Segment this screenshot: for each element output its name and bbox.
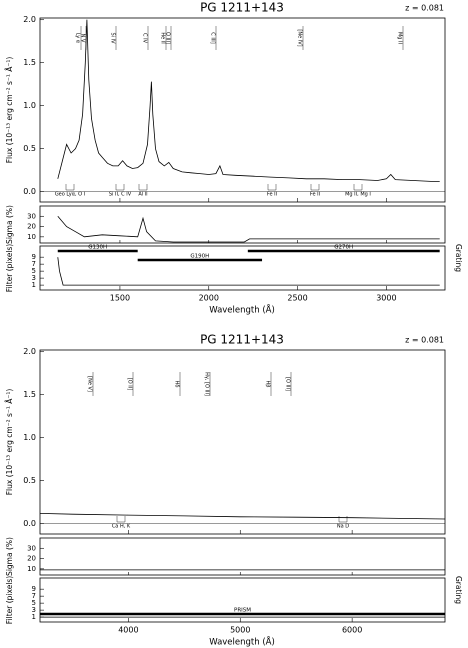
- absorption-line-label: Mg II, Mg I: [345, 192, 371, 198]
- panel-frame: [39, 205, 446, 244]
- absorption-marker: [353, 184, 363, 191]
- filter-tick-label: 5: [32, 267, 36, 275]
- x-tick-label: 1500: [110, 294, 130, 303]
- emission-line-label: [Ne IV]: [297, 29, 303, 46]
- sigma-tick-label: 30: [27, 212, 36, 220]
- sigma-line: [57, 216, 440, 243]
- flux-line: [57, 19, 440, 182]
- absorption-line-label: Na D: [337, 524, 349, 530]
- filter-axis-label: Filter (pixels): [5, 576, 14, 625]
- panel-frame: [39, 577, 446, 623]
- absorption-line-label: Fe II: [267, 192, 277, 198]
- sigma-tick-label: 20: [27, 223, 36, 231]
- y-tick-label: 1.0: [23, 433, 36, 442]
- x-axis-label: Wavelength (Å): [209, 636, 275, 648]
- x-tick-label: 6000: [342, 626, 362, 635]
- y-tick-label: 1.5: [23, 58, 36, 67]
- redshift-label: z = 0.081: [405, 336, 444, 345]
- filter-axis-label: Filter (pixels): [5, 244, 14, 293]
- absorption-line-label: Al II: [138, 192, 147, 198]
- panel-frame: [39, 245, 446, 291]
- panel-frame: [39, 349, 446, 535]
- filter-tick-label: 3: [32, 606, 36, 614]
- grating-axis-label: Grating: [454, 576, 463, 604]
- emission-line-label: C IV: [142, 33, 148, 44]
- emission-line-label: Hβ: [265, 381, 271, 388]
- filter-tick-label: 3: [32, 274, 36, 282]
- emission-line-label: Si IV: [110, 32, 116, 44]
- chart-title: PG 1211+143: [200, 333, 284, 347]
- filter-tick-label: 1: [32, 613, 36, 621]
- y-tick-label: 0.5: [23, 476, 36, 485]
- y-tick-label: 1.5: [23, 390, 36, 399]
- emission-line-label: Hδ: [174, 381, 180, 388]
- absorption-line-label: Fe II: [310, 192, 320, 198]
- grating-label: G270H: [334, 245, 353, 251]
- grating-label: G130H: [88, 245, 107, 251]
- x-tick-label: 2500: [287, 294, 307, 303]
- emission-line-label: [O III]: [285, 377, 291, 391]
- absorption-line-label: Si II, C IV: [109, 192, 132, 198]
- filter-tick-label: 7: [32, 592, 36, 600]
- y-tick-label: 2.0: [23, 347, 36, 356]
- y-axis-label: Flux (10⁻¹³ erg cm⁻² s⁻¹ Å⁻¹): [5, 389, 14, 496]
- emission-line-label: [Ne V]: [87, 376, 93, 392]
- emission-line-label: C III]: [210, 32, 216, 44]
- filter-tick-label: 9: [32, 585, 36, 593]
- absorption-marker: [65, 184, 75, 191]
- x-tick-label: 5000: [230, 626, 250, 635]
- x-axis-label: Wavelength (Å): [209, 304, 275, 316]
- filter-line: [57, 257, 440, 286]
- emission-line-label: Mg II: [397, 32, 403, 44]
- sigma-tick-label: 30: [27, 544, 36, 552]
- emission-line-label: Ly α: [75, 33, 81, 44]
- grating-axis-label: Grating: [454, 244, 463, 272]
- y-tick-label: 0.0: [23, 187, 36, 196]
- redshift-label: z = 0.081: [405, 4, 444, 13]
- chart-title: PG 1211+143: [200, 1, 284, 15]
- flux-line: [40, 513, 445, 520]
- absorption-marker: [116, 516, 126, 523]
- absorption-marker: [267, 184, 277, 191]
- absorption-marker: [338, 516, 348, 523]
- emission-line-label: He II: [160, 32, 166, 43]
- y-tick-label: 0.0: [23, 519, 36, 528]
- absorption-marker: [115, 184, 125, 191]
- sigma-tick-label: 20: [27, 555, 36, 563]
- x-tick-label: 4000: [118, 626, 138, 635]
- absorption-marker: [138, 184, 148, 191]
- sigma-tick-label: 10: [27, 565, 36, 573]
- emission-line-label: N V: [80, 34, 86, 43]
- x-tick-label: 3000: [376, 294, 396, 303]
- emission-line-label: [O II]: [127, 378, 133, 390]
- emission-line-label: O III]: [165, 32, 171, 44]
- filter-tick-label: 9: [32, 253, 36, 261]
- panel-frame: [39, 537, 446, 576]
- x-tick-label: 2000: [199, 294, 219, 303]
- absorption-line-label: Geo Lyα, O I: [55, 192, 85, 198]
- y-tick-label: 2.0: [23, 15, 36, 24]
- filter-tick-label: 1: [32, 281, 36, 289]
- panel-frame: [39, 17, 446, 203]
- y-tick-label: 0.5: [23, 144, 36, 153]
- sigma-axis-label: Sigma (%): [5, 537, 14, 576]
- sigma-axis-label: Sigma (%): [5, 205, 14, 244]
- grating-label: G190H: [190, 254, 209, 260]
- filter-tick-label: 5: [32, 599, 36, 607]
- y-axis-label: Flux (10⁻¹³ erg cm⁻² s⁻¹ Å⁻¹): [5, 57, 14, 164]
- sigma-tick-label: 10: [27, 233, 36, 241]
- filter-tick-label: 7: [32, 260, 36, 268]
- emission-line-label: Hγ, [O III]: [204, 372, 210, 396]
- absorption-marker: [310, 184, 320, 191]
- grating-label: PRISM: [234, 608, 251, 614]
- y-tick-label: 1.0: [23, 101, 36, 110]
- absorption-line-label: Ca H, K: [112, 524, 131, 530]
